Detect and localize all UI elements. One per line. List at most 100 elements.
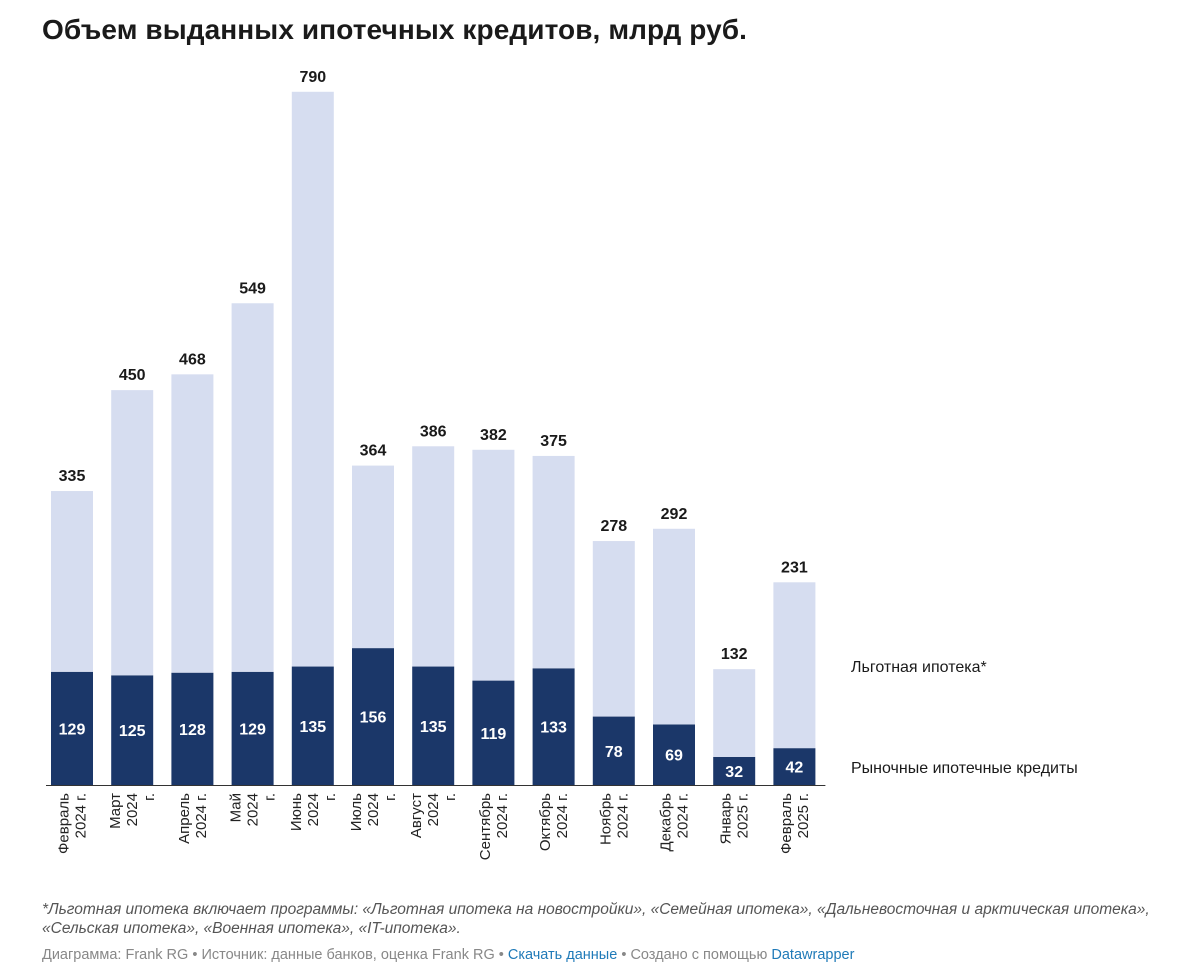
total-value-label: 364 [360, 443, 387, 460]
x-tick-label: Декабрь 2024 г. [658, 793, 692, 852]
x-tick-line: Сентябрь [477, 793, 494, 860]
market-value-label: 32 [725, 764, 743, 781]
bar-preferential [592, 541, 635, 717]
x-tick-line: 2025 г. [735, 793, 752, 838]
x-tick-line: Август [408, 793, 425, 838]
footer-made-with: Создано с помощью [630, 947, 772, 963]
x-tick-line: 2025 г. [795, 793, 812, 838]
bar-market [472, 680, 515, 785]
bar-preferential [51, 491, 93, 672]
bar-preferential [111, 390, 154, 676]
x-tick-line: г. [382, 793, 399, 801]
footnote: *Льготная ипотека включает программы: «Л… [42, 901, 1150, 937]
market-value-label: 78 [605, 744, 623, 761]
footer: Диаграмма: Frank RG • Источник: данные б… [42, 947, 854, 963]
market-value-label: 128 [179, 722, 206, 739]
x-tick-label: Июнь 2024 г. [288, 793, 339, 831]
bar-preferential [532, 455, 575, 669]
bar-market [412, 666, 455, 785]
total-value-label: 790 [299, 69, 326, 86]
bar-preferential [713, 669, 756, 757]
footer-separator: • [188, 947, 202, 963]
market-value-label: 129 [239, 721, 266, 738]
bar-preferential [352, 465, 394, 649]
x-tick-line: Январь [718, 793, 735, 845]
x-tick-line: 2024 г. [554, 793, 571, 838]
bar-market [592, 716, 635, 785]
x-tick-line: Июнь [288, 793, 305, 831]
total-value-label: 468 [179, 351, 206, 368]
market-value-label: 135 [420, 719, 447, 736]
bar-market [653, 724, 695, 785]
x-tick-line: Октябрь [537, 793, 554, 851]
bar-preferential [412, 446, 455, 667]
x-tick-line: 2024 [365, 793, 382, 826]
x-tick-line: г. [322, 793, 339, 801]
bar-preferential [653, 528, 695, 725]
legend-preferential: Льготная ипотека* [851, 659, 987, 676]
total-value-label: 386 [420, 423, 447, 440]
footer-separator: • [494, 947, 508, 963]
x-tick-line: 2024 г. [614, 793, 631, 838]
bar-market [532, 668, 575, 785]
stacked-bar-chart: 335 129 450 125 468 128 549 129 790 135 364 156 386 1… [46, 69, 1078, 860]
bar-market [231, 671, 274, 785]
total-value-label: 382 [480, 427, 507, 444]
bar-preferential [231, 303, 274, 672]
footer-separator: • [617, 947, 631, 963]
download-data-link[interactable]: Скачать данные [507, 947, 618, 963]
x-tick-label: Октябрь 2024 г. [537, 793, 571, 851]
x-tick-line: Май [228, 793, 245, 822]
x-tick-line: 2024 г. [675, 793, 692, 838]
total-value-label: 278 [600, 518, 627, 535]
footer-chart-by: Диаграмма: Frank RG [42, 947, 189, 963]
x-tick-line: 2024 г. [193, 793, 210, 838]
market-value-label: 42 [786, 760, 804, 777]
datawrapper-link[interactable]: Datawrapper [771, 947, 855, 963]
market-value-label: 119 [480, 726, 506, 743]
x-tick-line: Февраль [56, 793, 73, 854]
total-value-label: 549 [239, 280, 266, 297]
bar-preferential [171, 374, 214, 673]
x-tick-line: 2024 г. [494, 793, 511, 838]
x-tick-label: Июль 2024 г. [348, 793, 399, 831]
x-tick-line: Апрель [176, 793, 193, 844]
total-value-label: 132 [721, 646, 748, 663]
bar-market [111, 675, 154, 785]
x-tick-label: Май 2024 г. [228, 793, 279, 826]
bar-market [352, 648, 394, 785]
bar-market [171, 672, 214, 785]
footer-source: Источник: данные банков, оценка Frank RG [201, 947, 495, 963]
bar-preferential [773, 582, 816, 749]
market-value-label: 125 [119, 723, 146, 740]
bar-market [773, 748, 816, 785]
x-tick-label: Январь 2025 г. [718, 793, 752, 845]
total-value-label: 450 [119, 367, 146, 384]
x-tick-label: Апрель 2024 г. [176, 793, 210, 844]
x-tick-line: 2024 [124, 793, 141, 826]
chart-title: Объем выданных ипотечных кредитов, млрд … [42, 14, 748, 45]
x-tick-line: Ноябрь [597, 793, 614, 845]
x-tick-label: Февраль 2025 г. [778, 793, 812, 854]
total-value-label: 231 [781, 559, 808, 576]
total-value-label: 292 [661, 506, 688, 523]
bar-market [713, 756, 756, 785]
x-tick-label: Март 2024 г. [107, 793, 158, 829]
x-tick-line: Июль [348, 793, 365, 831]
bar-preferential [291, 91, 334, 667]
legend-market: Рыночные ипотечные кредиты [851, 760, 1078, 777]
bar-market [291, 666, 334, 785]
x-tick-line: 2024 [245, 793, 262, 826]
x-tick-line: г. [442, 793, 459, 801]
x-tick-line: г. [262, 793, 279, 801]
x-tick-label: Февраль 2024 г. [56, 793, 90, 854]
x-tick-line: Март [107, 793, 124, 829]
total-value-label: 375 [540, 433, 567, 450]
x-tick-line: 2024 [425, 793, 442, 826]
x-tick-line: г. [141, 793, 158, 801]
x-tick-line: Февраль [778, 793, 795, 854]
market-value-label: 135 [299, 719, 326, 736]
x-tick-line: 2024 [305, 793, 322, 826]
x-tick-label: Август 2024 г. [408, 793, 459, 838]
x-tick-label: Сентябрь 2024 г. [477, 793, 511, 860]
